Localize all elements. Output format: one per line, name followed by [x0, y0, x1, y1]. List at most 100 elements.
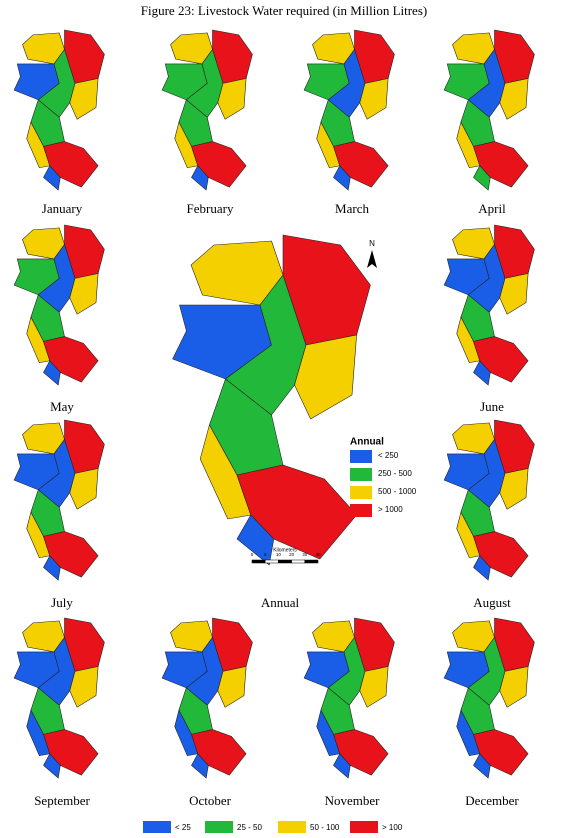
- map-label: February: [187, 201, 234, 216]
- map-label: August: [473, 595, 511, 610]
- district: [359, 78, 389, 120]
- district: [473, 336, 529, 383]
- district: [473, 729, 529, 776]
- scale-segment: [304, 559, 319, 564]
- district: [467, 243, 506, 313]
- district: [174, 709, 199, 757]
- legend-label: 500 - 1000: [378, 487, 417, 496]
- scale-segment: [278, 559, 292, 564]
- district: [69, 468, 99, 510]
- scale-segment: [251, 559, 266, 564]
- district: [217, 78, 247, 120]
- map-label: September: [34, 793, 90, 808]
- district: [174, 121, 199, 169]
- district: [473, 360, 491, 386]
- district: [467, 438, 506, 508]
- district: [456, 511, 481, 559]
- district: [225, 274, 307, 416]
- district: [467, 48, 506, 118]
- district: [43, 165, 61, 191]
- district: [236, 464, 357, 560]
- legend-title: Annual: [350, 437, 384, 448]
- scale-segment: [264, 559, 279, 564]
- district-map: [443, 224, 535, 386]
- district: [456, 709, 481, 757]
- map-label: January: [42, 201, 83, 216]
- map-label: November: [325, 793, 381, 808]
- district: [26, 511, 51, 559]
- map-label: December: [465, 793, 519, 808]
- legend-label: 50 - 100: [310, 823, 340, 832]
- legend-swatch: [278, 821, 306, 833]
- district-map: [13, 617, 105, 779]
- district: [499, 273, 529, 315]
- district: [327, 48, 366, 118]
- district: [499, 468, 529, 510]
- scale-segment: [291, 559, 306, 564]
- district: [473, 753, 491, 779]
- legend-swatch: [143, 821, 171, 833]
- district: [473, 141, 529, 188]
- district: [37, 438, 76, 508]
- map-label: June: [480, 399, 504, 414]
- legend-label: > 1000: [378, 505, 403, 514]
- district-map: [161, 617, 253, 779]
- district: [37, 636, 76, 706]
- district: [26, 316, 51, 364]
- scale-tick: 20: [289, 552, 295, 557]
- scale-tick: 0: [251, 552, 254, 557]
- district: [26, 121, 51, 169]
- district: [316, 121, 341, 169]
- district: [69, 666, 99, 708]
- district: [43, 753, 61, 779]
- district: [185, 636, 224, 706]
- district-map: [161, 29, 253, 191]
- district: [499, 666, 529, 708]
- district: [294, 334, 357, 420]
- legend-label: 25 - 50: [237, 823, 262, 832]
- district-map: [443, 29, 535, 191]
- legend-label: < 250: [378, 451, 399, 460]
- district: [37, 243, 76, 313]
- district-map: [13, 224, 105, 386]
- scale-title: Kilometers: [273, 547, 297, 553]
- district-map: [172, 234, 371, 566]
- district-map: [303, 617, 395, 779]
- district: [499, 78, 529, 120]
- district: [217, 666, 247, 708]
- district: [333, 141, 389, 188]
- scale-tick: 5: [264, 552, 267, 557]
- district-map: [13, 29, 105, 191]
- district-map: [13, 419, 105, 581]
- district: [327, 636, 366, 706]
- district: [456, 121, 481, 169]
- district: [69, 273, 99, 315]
- district: [43, 531, 99, 578]
- legend-swatch: [350, 468, 372, 481]
- map-label: March: [335, 201, 369, 216]
- district-map: [443, 617, 535, 779]
- legend-swatch: [350, 504, 372, 517]
- north-label: N: [369, 239, 375, 248]
- map-label: May: [50, 399, 74, 414]
- district: [43, 555, 61, 581]
- district-map: [303, 29, 395, 191]
- scale-tick: 10: [276, 552, 282, 557]
- district: [26, 709, 51, 757]
- north-arrow: [367, 250, 377, 268]
- legend-label: 250 - 500: [378, 469, 412, 478]
- district: [359, 666, 389, 708]
- district: [43, 360, 61, 386]
- scale-tick: 30: [302, 552, 308, 557]
- figure-title: Figure 23: Livestock Water required (in …: [141, 3, 427, 18]
- district: [333, 165, 351, 191]
- district: [43, 141, 99, 188]
- district: [43, 729, 99, 776]
- map-label: Annual: [261, 595, 300, 610]
- district: [191, 141, 247, 188]
- district-map: [443, 419, 535, 581]
- legend-swatch: [350, 450, 372, 463]
- district: [69, 78, 99, 120]
